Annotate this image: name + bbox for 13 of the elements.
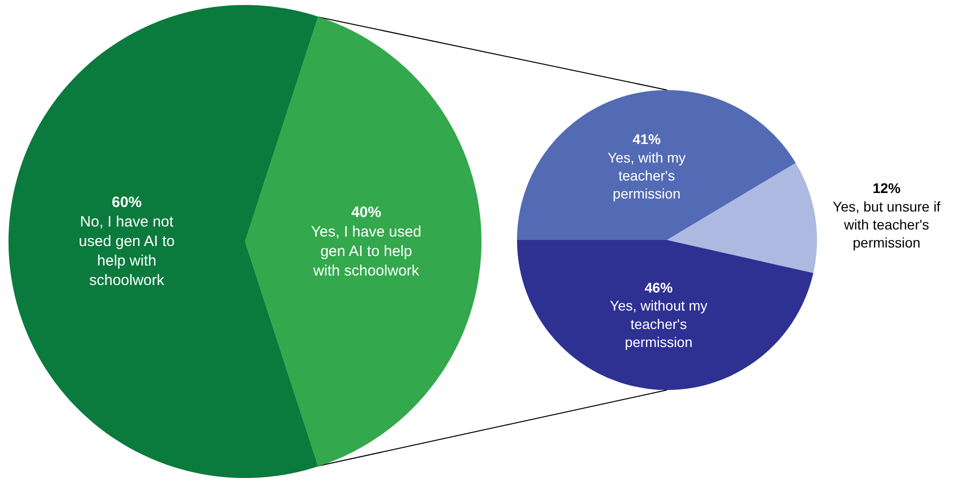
slice-label: Yes, with my teacher's permission [608,149,686,202]
pie-slice [517,90,796,240]
data-label: 41% [632,131,662,148]
slice-label: Yes, without my teacher's permission [610,298,708,350]
slice-label: Yes, but unsure if with teacher's permission [832,198,941,251]
data-label: 12% [872,180,902,196]
pie-slice [245,16,482,466]
data-label: 46% [644,279,674,296]
pie-slice [517,240,814,390]
data-label: 60% [112,194,142,211]
data-label: 40% [351,204,382,221]
slice-label: No, I have not used gen AI to help with schoolwork [78,214,175,289]
slice-label: Yes, I have used gen AI to help with schoolwork [311,223,422,280]
